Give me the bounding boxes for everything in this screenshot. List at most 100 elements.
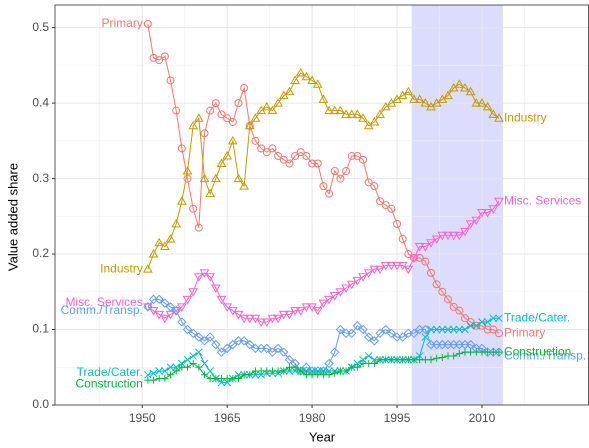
point [160,298,170,308]
point [380,261,391,271]
point [143,264,153,273]
point [455,325,464,334]
point [381,201,390,209]
point [312,307,323,316]
point [279,155,288,164]
point [494,329,503,338]
point [313,159,322,168]
point [472,321,481,330]
point [443,231,453,241]
point [427,325,435,334]
point [415,352,424,360]
x-tick-label: 1995 [384,411,411,425]
point [358,273,368,282]
point [188,288,199,297]
point [336,174,345,183]
point [465,86,476,96]
point [167,371,175,379]
x-tick-label: 1980 [299,411,326,425]
point [239,181,249,190]
point [234,375,242,383]
point [494,197,504,207]
point [342,367,350,375]
point [273,98,283,107]
point [482,101,493,111]
point [427,356,435,364]
point [494,347,504,357]
point [438,353,446,361]
point [319,182,328,191]
point [455,350,463,358]
point [280,367,288,375]
point [386,261,397,271]
point [482,209,493,218]
point [193,113,204,122]
point [159,314,170,324]
point [205,273,216,282]
point [454,79,465,88]
point [244,314,255,324]
x-tick-label: 1950 [129,411,156,425]
point [364,178,373,187]
point [387,204,396,213]
point [471,216,482,226]
series-label-left: Primary [102,16,143,30]
point [432,280,441,289]
point [329,105,340,115]
point [426,239,436,248]
point [409,328,419,339]
point [489,325,498,334]
point [244,120,255,130]
point [477,209,487,218]
point [295,307,306,316]
point [331,369,339,377]
point [308,159,317,168]
point [460,83,470,92]
point [432,325,441,334]
point [267,347,278,357]
point [363,269,374,278]
point [199,336,210,346]
point [465,339,476,350]
point [261,101,272,111]
point [420,243,431,252]
point [290,75,300,84]
point [465,220,476,229]
point [240,84,249,93]
point [403,86,414,96]
point [261,318,272,327]
point [295,67,306,77]
point [234,99,243,108]
point [171,218,182,228]
point [301,71,312,81]
point [471,98,482,107]
point [165,233,176,243]
point [466,321,475,330]
point [420,324,431,335]
series-label-right: Comm./Transp. [504,348,586,362]
point [431,235,442,244]
point [449,325,458,334]
point [257,144,266,153]
point [210,173,221,183]
point [364,332,374,342]
point [324,295,334,305]
point [370,359,378,367]
point [325,371,333,379]
point [403,265,414,275]
point [246,371,254,379]
point [172,367,180,375]
point [155,367,164,375]
series-label-left: Trade/Cater. [77,365,143,379]
point [285,159,294,168]
point [489,314,498,323]
point [194,223,203,232]
point [205,332,215,342]
point [335,105,346,115]
point [495,314,503,323]
point [296,148,305,157]
point [182,324,193,335]
point [284,310,295,320]
point [160,52,169,61]
series-line [147,72,500,270]
